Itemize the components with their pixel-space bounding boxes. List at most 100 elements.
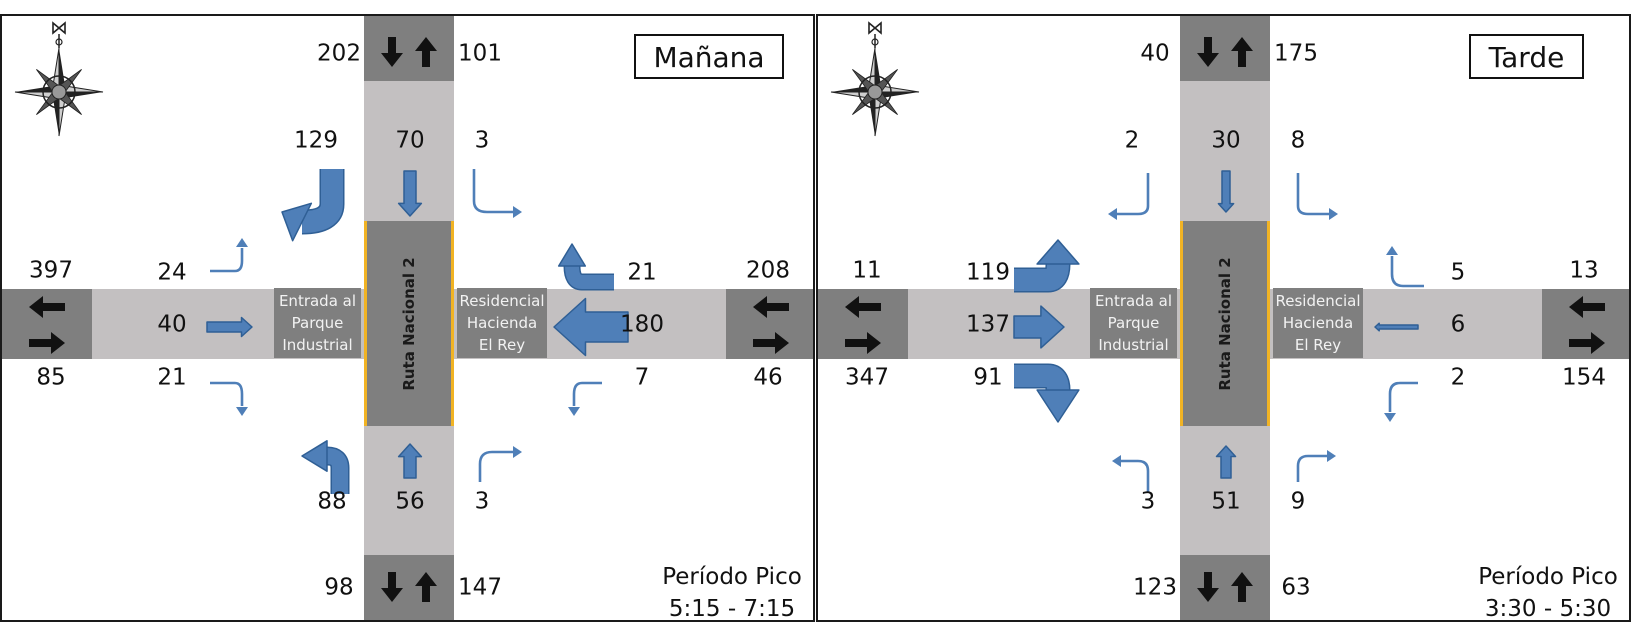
eastbound-right-arrow [1014, 363, 1080, 423]
eastbound-left-volume: 119 [966, 259, 1010, 286]
north-in-total: 40 [1140, 40, 1170, 67]
eastbound-left-arrow [1014, 239, 1080, 293]
southbound-through-volume: 30 [1211, 127, 1241, 154]
southbound-through-arrow [397, 170, 423, 217]
west-top-total: 397 [29, 257, 73, 284]
north-direction-icon [1197, 37, 1253, 67]
westbound-through-arrow [553, 297, 629, 357]
afternoon-panel: Ruta Nacional 2 Entrada al Parque Industri… [816, 14, 1631, 622]
south-out-total: 63 [1281, 574, 1311, 601]
west-direction-icon [845, 296, 881, 354]
southbound-right-volume: 129 [294, 127, 338, 154]
east-approach-end [1542, 289, 1629, 359]
southbound-through-volume: 70 [395, 127, 425, 154]
panel-title: Mañana [634, 34, 784, 79]
east-top-total: 208 [746, 257, 790, 284]
north-out-total: 101 [458, 40, 502, 67]
compass-rose-icon [830, 21, 920, 137]
east-approach-end [726, 289, 813, 359]
northbound-right-volume: 3 [474, 488, 490, 515]
westbound-left-volume: 7 [634, 364, 650, 391]
north-approach-end [1180, 16, 1270, 81]
eastbound-through-volume: 40 [157, 311, 187, 338]
westbound-left-arrow [1384, 381, 1418, 422]
northbound-through-volume: 56 [395, 488, 425, 515]
southbound-left-arrow [472, 169, 522, 218]
peak-period-time: 5:15 - 7:15 [668, 596, 796, 622]
westbound-through-arrow [1374, 322, 1419, 332]
northbound-through-arrow [1215, 445, 1237, 479]
east-bottom-total: 154 [1562, 364, 1606, 391]
intersection-center: Ruta Nacional 2 [364, 221, 454, 426]
westbound-right-volume: 21 [627, 259, 657, 286]
eastbound-right-arrow-head [1036, 389, 1080, 423]
westbound-through-volume: 6 [1450, 311, 1466, 338]
west-street-label: Entrada al Parque Industrial [1090, 288, 1177, 358]
northbound-left-arrow [1112, 455, 1150, 492]
eastbound-right-volume: 21 [157, 364, 187, 391]
westbound-left-arrow [568, 381, 602, 416]
southbound-left-volume: 3 [474, 127, 490, 154]
west-approach-end [818, 289, 908, 359]
south-in-total: 123 [1133, 574, 1177, 601]
north-approach-end [364, 16, 454, 81]
north-in-total: 202 [317, 40, 361, 67]
east-top-total: 13 [1569, 257, 1599, 284]
eastbound-right-arrow [210, 381, 248, 416]
southbound-right-arrow [1108, 173, 1150, 220]
east-street-label: Residencial Hacienda El Rey [1273, 288, 1363, 358]
southbound-left-volume: 8 [1290, 127, 1306, 154]
south-out-total: 147 [458, 574, 502, 601]
eastbound-left-arrow [210, 238, 248, 273]
westbound-through-volume: 180 [620, 311, 664, 338]
eastbound-through-volume: 137 [966, 311, 1010, 338]
intersection-center: Ruta Nacional 2 [1180, 221, 1270, 426]
south-approach-end [364, 555, 454, 620]
morning-panel: Ruta Nacional 2 Entrada al Parque Industri… [0, 14, 815, 622]
southbound-right-arrow [281, 169, 345, 242]
panel-title: Tarde [1469, 34, 1584, 79]
west-top-total: 11 [852, 257, 882, 284]
southbound-through-arrow [1217, 170, 1235, 213]
southbound-right-volume: 2 [1124, 127, 1140, 154]
south-in-total: 98 [324, 574, 354, 601]
northbound-left-arrow [301, 440, 350, 494]
eastbound-right-volume: 91 [973, 364, 1003, 391]
northbound-left-volume: 88 [317, 488, 347, 515]
arrow-layer [14, 21, 789, 602]
west-direction-icon [29, 296, 65, 354]
arrow-layer [830, 21, 1605, 602]
north-out-total: 175 [1274, 40, 1318, 67]
east-bottom-total: 46 [753, 364, 783, 391]
northbound-right-arrow [478, 446, 522, 482]
eastbound-left-volume: 24 [157, 259, 187, 286]
east-street-label: Residencial Hacienda El Rey [457, 288, 547, 358]
north-direction-icon [381, 37, 437, 67]
west-bottom-total: 347 [845, 364, 889, 391]
south-direction-icon [381, 572, 437, 602]
eastbound-through-arrow [206, 316, 253, 338]
northbound-left-volume: 3 [1140, 488, 1156, 515]
southbound-right-arrow-head [281, 202, 313, 242]
westbound-right-arrow-head [557, 243, 587, 267]
northbound-through-arrow [397, 443, 423, 479]
peak-period: Período Pico 3:30 - 5:30 [1478, 561, 1618, 620]
westbound-left-volume: 2 [1450, 364, 1466, 391]
westbound-right-arrow [557, 243, 614, 291]
northbound-right-arrow [1296, 450, 1336, 482]
east-direction-icon [1569, 296, 1605, 354]
westbound-right-arrow [1386, 246, 1424, 288]
southbound-left-arrow [1296, 173, 1338, 220]
peak-period-label: Período Pico [662, 564, 802, 590]
east-direction-icon [753, 296, 789, 354]
south-approach-end [1180, 555, 1270, 620]
west-bottom-total: 85 [36, 364, 66, 391]
peak-period: Período Pico 5:15 - 7:15 [662, 561, 802, 622]
westbound-right-volume: 5 [1450, 259, 1466, 286]
eastbound-left-arrow-head [1036, 239, 1080, 265]
peak-period-label: Período Pico [1478, 564, 1618, 590]
northbound-left-arrow-head [301, 440, 328, 472]
eastbound-through-arrow [1013, 305, 1065, 349]
south-direction-icon [1197, 572, 1253, 602]
compass-rose-icon [14, 21, 104, 137]
